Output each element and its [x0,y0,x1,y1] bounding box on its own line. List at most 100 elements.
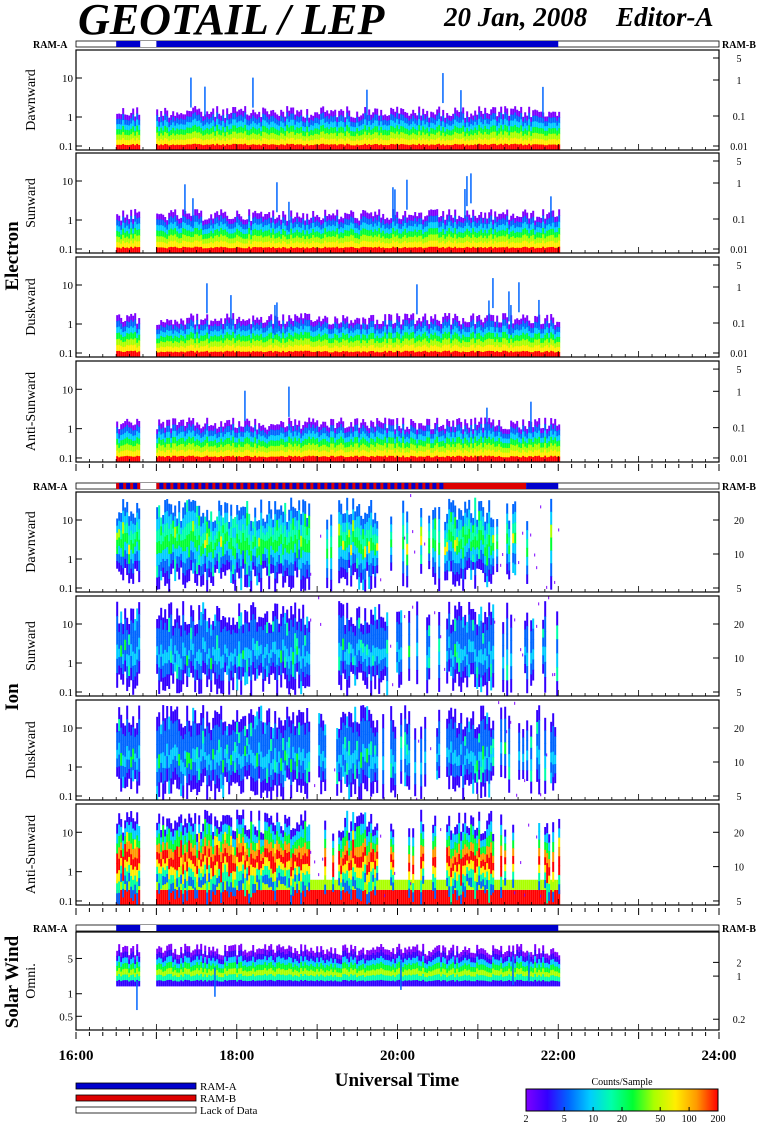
spectrogram-cell [188,351,191,357]
spectrogram-cell [474,328,477,334]
spectrogram-cell [340,327,343,333]
spectrogram-cell [256,452,259,458]
spectrogram-cell [282,314,285,321]
spectrogram-cell [224,456,227,462]
spectrogram-cell [396,223,399,230]
spectrogram-cell [204,233,207,240]
spectrogram-cell [388,313,391,321]
spectrogram-cell [224,136,227,142]
spectrogram-cell [402,138,405,145]
spectrogram-cell [138,444,141,451]
spectrogram-cell [558,228,561,235]
spectrogram-cell [332,328,335,334]
spectrogram-cell [266,346,269,353]
spectrogram-cell [234,216,237,223]
spectrogram-cell [312,228,315,236]
spectrogram-cell [250,352,253,357]
spectrogram-cell [418,345,421,352]
spectrogram-cell [304,145,307,150]
spectrogram-cell [192,455,195,462]
spectrogram-cell [366,247,369,253]
spectrogram-cell [220,421,223,428]
spectrogram-cell [134,135,137,141]
spectrogram-cell [504,338,507,345]
spectrogram-cell [534,339,537,346]
spectrogram-cell [194,435,197,442]
spectrogram-cell [390,314,393,322]
spectrogram-cell [390,248,393,253]
spectrogram-cell [408,247,411,253]
spectrogram-cell [546,145,549,150]
spectrogram-cell [214,145,217,150]
spectrogram-cell [222,333,225,339]
spectrogram-cell [264,322,267,328]
spectrogram-cell [414,128,417,135]
spectrogram-cell [358,234,361,240]
spectrogram-cell [198,324,201,330]
spectrogram-cell [284,342,287,349]
spectrogram-cell [118,447,121,454]
spectrogram-cell [508,219,511,226]
spectrogram-cell [200,117,203,124]
spectrogram-cell [252,121,255,128]
spectrogram-cell [356,223,359,229]
spectrogram-cell [324,111,327,118]
spectrogram-cell [490,320,493,328]
spectrogram-cell [494,247,497,253]
spectrogram-cell [238,456,241,462]
spectrogram-cell [510,345,513,352]
spectrogram-cell [124,134,127,141]
spectrogram-cell [234,338,237,344]
spectrogram-cell [510,138,513,145]
spectrogram-cell [164,222,167,228]
spectrogram-cell [182,114,185,120]
spectrogram-cell [382,241,385,248]
spectrogram-cell [406,313,409,321]
spectrogram-cell [168,351,171,357]
spectrogram-cell [406,320,409,327]
spectrogram-cell [288,144,291,150]
spectrogram-cell [400,228,403,235]
spectrogram-cell [286,124,289,132]
spectrogram-cell [226,438,229,445]
spectrogram-cell [358,334,361,341]
spectrogram-cell [316,123,319,129]
spectrogram-cell [454,209,457,217]
spectrogram-cell [434,228,437,235]
spectrogram-cell [544,223,547,229]
spectrogram-cell [218,242,221,249]
spectrogram-cell [386,130,389,136]
spectrogram-cell [364,335,367,342]
spectrogram-cell [302,323,305,330]
spectrogram-cell [484,224,487,231]
spectrogram-cell [452,227,455,234]
spectrogram-cell [156,338,159,344]
spectrogram-cell [482,139,485,146]
spectrogram-cell [230,340,233,347]
spectrogram-cell [176,231,179,238]
spectrogram-cell [436,209,439,216]
spectrogram-cell [532,222,535,230]
spectrogram-cell [524,139,527,146]
spectrogram-cell [546,247,549,253]
spectrogram-cell [478,231,481,238]
spectrogram-cell [278,220,281,227]
spectrogram-cell [342,327,345,334]
spectrogram-cell [488,223,491,231]
spectrogram-cell [220,221,223,229]
spectrogram-cell [196,209,199,217]
spectrogram-cell [350,121,353,127]
spectrogram-cell [266,133,269,140]
spectrogram-cell [538,227,541,233]
spectrogram-cell [182,246,185,253]
spectrogram-cell [362,210,365,217]
spectrogram-cell [548,144,551,150]
spectrogram-cell [234,447,237,453]
spectrogram-cell [438,106,441,114]
spectrogram-cell [164,322,167,328]
spectrogram-cell [508,145,511,150]
spectrogram-cell [448,130,451,136]
spectrogram-cell [438,143,441,150]
spectrogram-cell [198,224,201,231]
spectrogram-cell [302,135,305,141]
